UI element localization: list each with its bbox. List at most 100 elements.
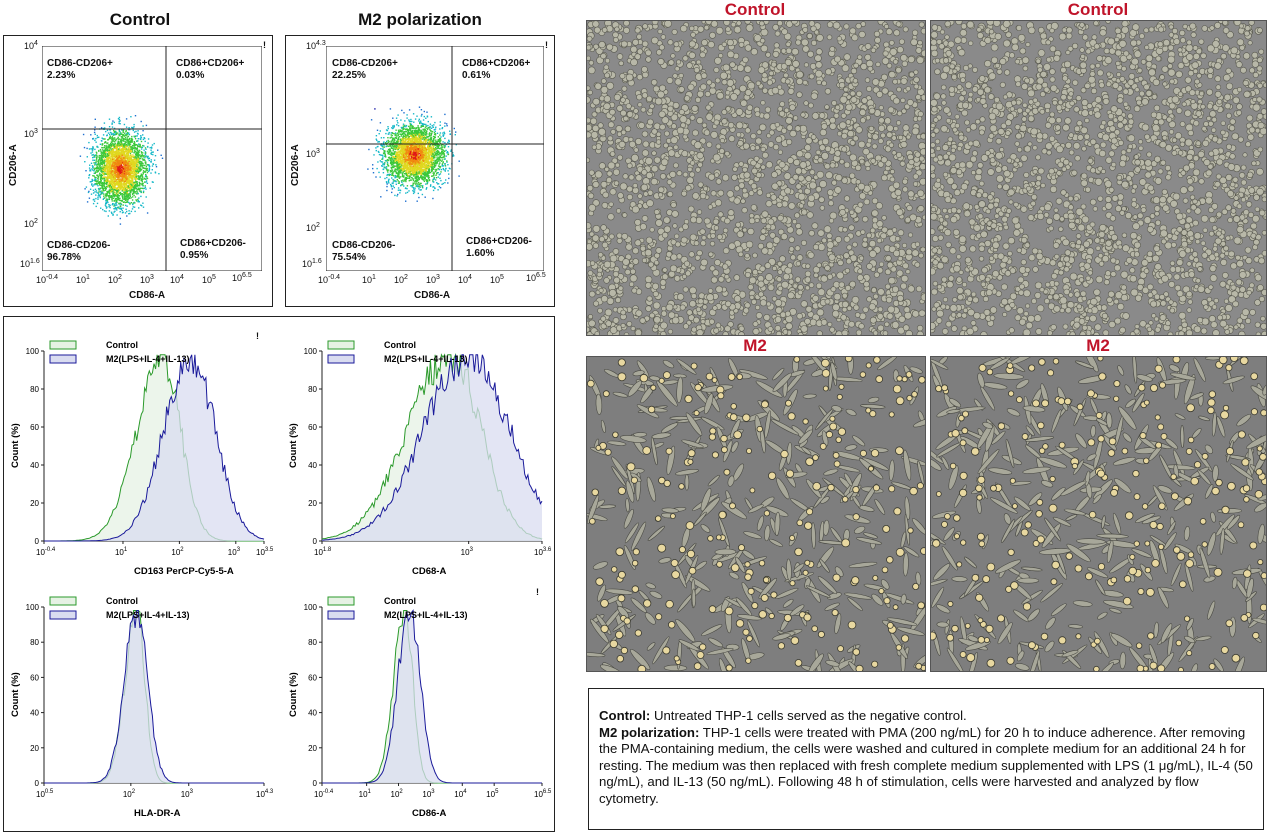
event-dot (126, 157, 128, 160)
event-dot (388, 133, 390, 135)
event-dot (110, 144, 112, 146)
event-dot (141, 187, 143, 189)
event-dot (119, 199, 121, 202)
event-dot (119, 171, 121, 173)
event-dot (141, 174, 143, 176)
event-dot (392, 149, 395, 151)
event-dot (117, 149, 120, 151)
event-dot (147, 156, 149, 158)
event-dot (132, 192, 134, 195)
event-dot (109, 187, 111, 189)
event-dot (397, 160, 400, 162)
event-dot (103, 176, 106, 178)
event-dot (441, 148, 443, 150)
event-dot (403, 180, 405, 183)
event-dot (104, 204, 107, 206)
event-dot (401, 109, 403, 112)
event-dot (126, 155, 129, 158)
event-dot (128, 184, 130, 186)
event-dot (144, 155, 146, 158)
scatter-panel-m2: ! CD86-CD206+ 22.25% CD86+CD206+ 0.61% CD8… (285, 35, 555, 307)
event-dot (134, 173, 136, 175)
event-dot (433, 129, 435, 131)
event-dot (108, 136, 111, 139)
event-dot (112, 162, 114, 164)
event-dot (399, 129, 401, 131)
event-dot (88, 148, 91, 150)
event-dot (109, 192, 111, 195)
event-dot (377, 161, 379, 163)
event-dot (95, 159, 97, 161)
event-dot (140, 151, 143, 153)
event-dot (136, 164, 139, 166)
event-dot (427, 172, 430, 174)
event-dot (125, 148, 127, 151)
event-dot (101, 158, 103, 161)
event-dot (138, 207, 140, 209)
event-dot (113, 184, 115, 186)
event-dot (119, 150, 121, 152)
event-dot (142, 184, 144, 186)
event-dot (108, 174, 111, 177)
event-dot (105, 202, 108, 205)
event-dot (136, 144, 138, 146)
event-dot (121, 157, 123, 159)
event-dot (122, 186, 124, 188)
event-dot (116, 195, 119, 197)
event-dot (94, 162, 96, 164)
event-dot (88, 177, 90, 179)
event-dot (392, 174, 394, 176)
event-dot (123, 163, 125, 165)
event-dot (102, 182, 105, 185)
event-dot (417, 142, 419, 144)
event-dot (110, 211, 113, 213)
event-dot (88, 197, 91, 199)
event-dot (107, 179, 109, 181)
event-dot (137, 158, 139, 161)
event-dot (114, 208, 116, 210)
event-dot (110, 132, 113, 134)
event-dot (100, 156, 103, 158)
event-dot (131, 126, 133, 129)
event-dot (405, 128, 408, 130)
event-dot (96, 164, 98, 166)
event-dot (387, 127, 389, 130)
event-dot (132, 188, 134, 191)
event-dot (131, 178, 133, 180)
event-dot (106, 162, 108, 164)
event-dot (127, 135, 130, 138)
event-dot (127, 143, 129, 145)
event-dot (112, 168, 115, 170)
event-dot (441, 154, 443, 156)
event-dot (448, 142, 450, 144)
event-dot (149, 187, 151, 189)
event-dot (407, 156, 409, 158)
event-dot (126, 160, 129, 162)
event-dot (108, 145, 110, 148)
event-dot (402, 127, 404, 129)
event-dot (117, 169, 119, 172)
event-dot (108, 167, 111, 169)
event-dot (105, 179, 108, 181)
event-dot (410, 162, 412, 164)
event-dot (101, 183, 103, 185)
event-dot (431, 140, 434, 142)
event-dot (137, 157, 139, 159)
event-dot (120, 174, 122, 176)
event-dot (96, 134, 98, 137)
event-dot (103, 170, 106, 172)
event-dot (452, 152, 454, 154)
event-dot (112, 133, 114, 135)
event-dot (110, 173, 112, 175)
event-dot (445, 155, 447, 157)
event-dot (414, 135, 416, 137)
event-dot (415, 137, 417, 139)
event-dot (140, 135, 142, 137)
event-dot (134, 174, 136, 176)
event-dot (142, 173, 144, 175)
event-dot (90, 134, 92, 136)
event-dot (134, 148, 136, 150)
event-dot (122, 207, 124, 209)
event-dot (446, 160, 448, 162)
event-dot (122, 149, 124, 152)
